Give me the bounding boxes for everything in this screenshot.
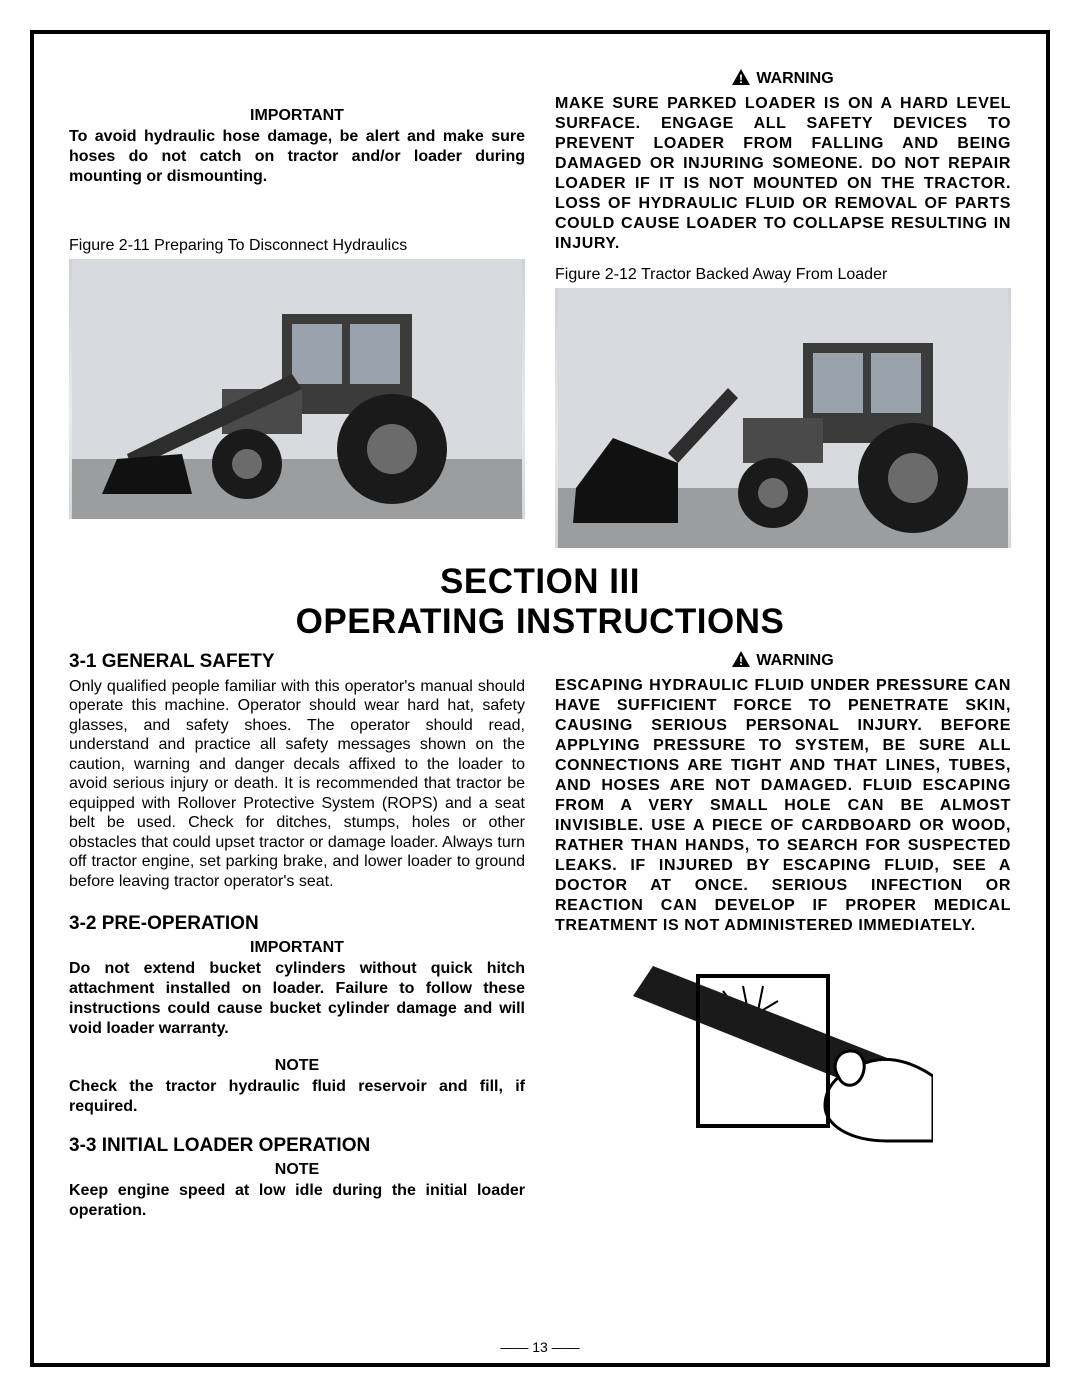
warning-triangle-icon: ! (732, 651, 750, 672)
section-title-line-2: OPERATING INSTRUCTIONS (296, 602, 785, 641)
important-label: IMPORTANT (69, 107, 525, 125)
bottom-right-column: ! WARNING ESCAPING HYDRAULIC FLUID UNDER… (555, 651, 1011, 1222)
tractor-backed-away-icon (555, 288, 1011, 548)
section-title-line-1: SECTION III (440, 562, 640, 601)
svg-text:!: ! (739, 72, 743, 85)
safety-illustration-wrap (555, 956, 1011, 1146)
svg-text:!: ! (739, 654, 743, 667)
heading-3-1: 3-1 GENERAL SAFETY (69, 651, 525, 673)
note-text-2: Keep engine speed at low idle during the… (69, 1181, 525, 1221)
bottom-left-column: 3-1 GENERAL SAFETY Only qualified people… (69, 651, 525, 1222)
warning-triangle-icon: ! (732, 69, 750, 90)
figure-2-11 (69, 259, 525, 519)
top-columns: IMPORTANT To avoid hydraulic hose damage… (69, 69, 1011, 548)
note-label-1: NOTE (69, 1057, 525, 1075)
figure-2-12-caption: Figure 2-12 Tractor Backed Away From Loa… (555, 266, 1011, 284)
page-frame: IMPORTANT To avoid hydraulic hose damage… (30, 30, 1050, 1367)
warning-text-bottom: ESCAPING HYDRAULIC FLUID UNDER PRESSURE … (555, 676, 1011, 936)
page-number-value: 13 (532, 1339, 548, 1355)
warning-label-bottom: WARNING (756, 652, 833, 669)
top-left-column: IMPORTANT To avoid hydraulic hose damage… (69, 69, 525, 548)
note-text-1: Check the tractor hydraulic fluid reserv… (69, 1077, 525, 1117)
heading-3-2: 3-2 PRE-OPERATION (69, 913, 525, 935)
figure-2-12 (555, 288, 1011, 548)
important-text: To avoid hydraulic hose damage, be alert… (69, 127, 525, 187)
bottom-columns: 3-1 GENERAL SAFETY Only qualified people… (69, 651, 1011, 1222)
figure-2-11-caption: Figure 2-11 Preparing To Disconnect Hydr… (69, 237, 525, 255)
warning-text-top: MAKE SURE PARKED LOADER IS ON A HARD LEV… (555, 94, 1011, 254)
heading-3-3: 3-3 INITIAL LOADER OPERATION (69, 1135, 525, 1157)
warning-heading-top: ! WARNING (555, 69, 1011, 90)
tractor-with-loader-icon (69, 259, 525, 519)
cardboard-leak-check-icon (633, 956, 933, 1146)
important-text-2: Do not extend bucket cylinders without q… (69, 959, 525, 1039)
page-number: —— 13 —— (34, 1339, 1046, 1355)
section-title: SECTION III OPERATING INSTRUCTIONS (69, 562, 1011, 643)
warning-heading-bottom: ! WARNING (555, 651, 1011, 672)
important-label-2: IMPORTANT (69, 939, 525, 957)
top-right-column: ! WARNING MAKE SURE PARKED LOADER IS ON … (555, 69, 1011, 548)
note-label-2: NOTE (69, 1161, 525, 1179)
para-3-1: Only qualified people familiar with this… (69, 677, 525, 892)
warning-label-top: WARNING (756, 70, 833, 87)
